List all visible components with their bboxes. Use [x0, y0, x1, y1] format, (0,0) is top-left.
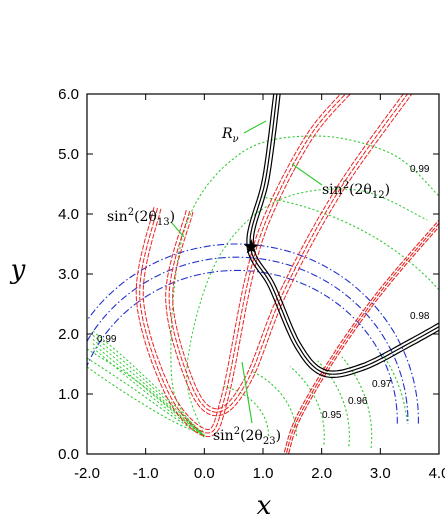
contour-label: 0.99: [97, 334, 117, 345]
x-axis-label: x: [257, 491, 272, 521]
theta12-inner-line-1: [168, 94, 409, 413]
theta12-loop-line-2: [135, 94, 351, 438]
contour-label: 0.98: [410, 311, 430, 322]
theta23-outer-loop: [170, 135, 439, 437]
theta23-arc-0.99-outer: [262, 196, 439, 291]
y-tick-label: 5.0: [58, 146, 79, 163]
theta23-lobe-2: [92, 339, 205, 437]
axis-ticks: -2.0 -1.0 0.0 1.0 2.0 3.0 4.0 0.0 1.0 2.0 3.0 4.0 5.…: [58, 86, 445, 482]
x-tick-label: 3.0: [370, 465, 391, 482]
theta13-arc-1: [87, 256, 409, 424]
plot-frame: [86, 93, 440, 455]
best-fit-star: [243, 239, 259, 254]
y-axis-label: y: [10, 255, 26, 285]
theta23-arc-0.98: [382, 354, 408, 422]
y-tick-label: 4.0: [58, 206, 79, 223]
rnu-curve-line-0: [252, 94, 439, 372]
contour-label: 0.96: [348, 396, 368, 407]
x-tick-label: -2.0: [74, 465, 100, 482]
theta12-loop-line-0: [142, 94, 342, 430]
rnu-curve-line-2: [246, 94, 439, 378]
contour-label: 0.97: [372, 379, 392, 390]
theta23-arc-0.96: [317, 360, 350, 447]
theta12-loop-line-1: [139, 94, 347, 434]
x-tick-label: -1.0: [133, 465, 159, 482]
theta23-arc-0.95: [289, 366, 325, 445]
theta12-right-line-0: [283, 219, 439, 453]
contour-labels: 0.99 0.99 0.98 0.97 0.96 0.95: [97, 164, 430, 421]
annotation-theta12: sin2(2θ12): [322, 180, 390, 201]
plot-area: [87, 94, 439, 454]
y-tick-label: 1.0: [58, 386, 79, 403]
contour-label: 0.95: [322, 410, 342, 421]
x-tick-label: 0.0: [194, 465, 215, 482]
theta12-inner-line-2: [165, 94, 413, 417]
theta23-lobe-4: [92, 347, 205, 437]
x-tick-label: 1.0: [253, 465, 274, 482]
theta13-arc-2: [87, 269, 398, 424]
rnu-leader: [243, 120, 267, 134]
theta23-mid-loop: [186, 188, 428, 437]
theta23-arc-inner-1: [251, 370, 297, 436]
theta23-arc-inner-2: [224, 385, 270, 437]
annotation-theta23: sin2(2θ23): [213, 426, 281, 447]
x-tick-label: 2.0: [311, 465, 332, 482]
theta12-right-line-1: [285, 222, 439, 453]
theta23-lobe-1: [92, 334, 205, 437]
rnu-curve-line-1: [249, 94, 439, 375]
theta12-leader: [291, 163, 323, 186]
theta23-left-0-line-0: [87, 366, 205, 436]
y-tick-label: 6.0: [58, 86, 79, 103]
theta13-leader: [170, 221, 185, 238]
theta23-left-2-line-0: [87, 348, 205, 438]
theta12-inner-line-0: [172, 94, 404, 410]
theta23-lobe-3: [92, 343, 205, 437]
y-tick-label: 0.0: [58, 446, 79, 463]
theta23-leader: [241, 361, 253, 424]
theta12-right-line-2: [288, 225, 439, 454]
y-tick-label: 3.0: [58, 266, 79, 283]
annotation-theta13: sin2(2θ13): [107, 207, 175, 228]
y-tick-label: 2.0: [58, 326, 79, 343]
contour-label: 0.99: [410, 164, 430, 175]
x-tick-label: 4.0: [429, 465, 445, 482]
annotation-rnu: Rν: [221, 126, 239, 145]
theta13-arc-0: [87, 243, 419, 425]
